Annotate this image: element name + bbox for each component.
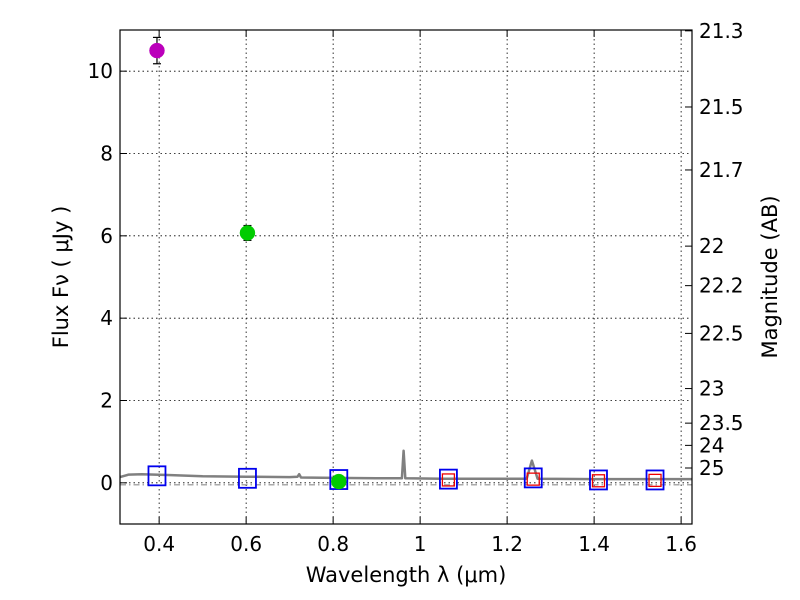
model-photometry-square [439, 468, 458, 490]
x-tick-label: 1 [414, 532, 427, 556]
detection-point [149, 42, 165, 59]
right-tick-label: 22.5 [699, 321, 744, 345]
x-tick-label: 0.4 [143, 532, 175, 556]
upper-limit-square [591, 474, 606, 488]
right-tick-label: 21.3 [699, 19, 744, 43]
detection-point [331, 473, 347, 490]
x-tick-label: 0.8 [317, 532, 349, 556]
model-photometry-square [645, 469, 665, 491]
model-photometry-square [589, 469, 608, 491]
right-axis-label: Magnitude (AB) [758, 195, 782, 358]
model-photometry-square [147, 465, 167, 487]
model-photometry-square [523, 467, 543, 489]
model-photometry-square [238, 467, 257, 489]
detection-point [239, 225, 256, 241]
y-tick-label: 0 [100, 471, 113, 495]
data-layer [119, 36, 692, 491]
x-tick-label: 1.2 [491, 532, 523, 556]
y-tick-label: 8 [100, 142, 113, 166]
x-tick-label: 1.6 [665, 532, 697, 556]
sed-model-line [119, 449, 692, 481]
right-tick-label: 25 [699, 456, 724, 480]
x-axis-label: Wavelength λ (μm) [306, 563, 507, 587]
right-tick-label: 24 [699, 433, 724, 457]
upper-limit-square [441, 473, 456, 487]
upper-limit-square [648, 473, 662, 488]
right-tick-label: 21.7 [699, 158, 744, 182]
x-tick-label: 0.6 [230, 532, 262, 556]
x-tick-label: 1.4 [578, 532, 610, 556]
y-tick-label: 10 [88, 59, 113, 83]
grid [120, 30, 692, 524]
right-tick-label: 22.2 [699, 274, 744, 298]
y-tick-label: 6 [100, 224, 113, 248]
plot-frame [119, 29, 693, 525]
axes: 0.4 0.6 0.8 1 1.2 1.4 1.6024681021.321.521.722… [88, 19, 744, 556]
right-tick-label: 23.5 [699, 411, 744, 435]
upper-limit-square [526, 472, 540, 486]
right-tick-label: 22 [699, 234, 724, 258]
right-tick-label: 21.5 [699, 95, 744, 119]
right-tick-label: 23 [699, 377, 724, 401]
y-axis-label: Flux Fν ( μJy ) [49, 206, 73, 349]
y-tick-label: 4 [100, 306, 113, 330]
y-tick-label: 2 [100, 389, 113, 413]
